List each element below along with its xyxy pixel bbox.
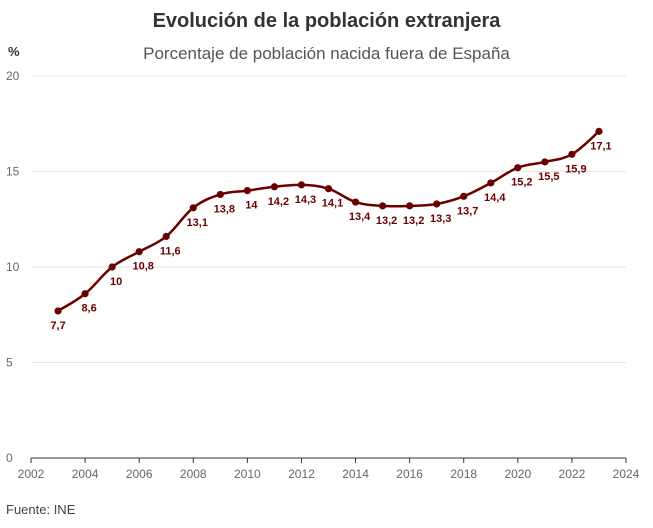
data-point — [568, 150, 576, 158]
x-tick-label: 2004 — [72, 467, 99, 481]
data-label: 13,3 — [430, 213, 451, 225]
data-point — [460, 192, 468, 200]
data-point — [351, 198, 360, 206]
data-label: 15,5 — [538, 171, 559, 183]
y-tick-label: 15 — [6, 165, 20, 179]
data-point — [406, 202, 414, 210]
x-tick-label: 2014 — [342, 467, 369, 481]
data-point — [54, 307, 62, 315]
data-point — [324, 185, 333, 193]
data-point — [243, 187, 251, 195]
y-tick-label: 0 — [6, 451, 13, 465]
y-axis-unit: % — [8, 44, 20, 59]
x-tick-label: 2002 — [18, 467, 45, 481]
data-label: 10,8 — [132, 261, 153, 273]
x-tick-label: 2006 — [126, 467, 153, 481]
y-tick-label: 5 — [6, 356, 13, 370]
data-point — [297, 181, 306, 189]
data-label: 14,3 — [295, 194, 316, 206]
x-tick-label: 2024 — [613, 467, 640, 481]
y-tick-label: 20 — [6, 69, 20, 83]
data-points — [54, 127, 603, 315]
data-point — [487, 179, 495, 187]
x-axis: 2002 2004 2006 2008 2010 2012 2014 2016 2018 2020… — [18, 457, 640, 481]
series-line — [57, 130, 600, 312]
data-point — [378, 202, 387, 210]
data-label: 13,7 — [457, 205, 478, 217]
data-label: 13,4 — [349, 211, 371, 223]
data-point — [81, 290, 89, 298]
grid-lines — [31, 75, 626, 363]
data-label: 15,2 — [511, 177, 532, 189]
data-point — [162, 232, 170, 241]
data-point — [135, 248, 143, 256]
y-tick-label: 10 — [6, 260, 20, 274]
data-label: 17,1 — [590, 140, 611, 152]
data-label: 14,2 — [268, 196, 289, 208]
x-tick-label: 2010 — [234, 467, 261, 481]
data-label: 14,1 — [322, 198, 343, 210]
data-label: 8,6 — [81, 303, 96, 315]
data-point — [270, 183, 279, 191]
chart-title: Evolución de la población extranjera — [152, 10, 501, 32]
data-label: 13,8 — [214, 203, 235, 215]
x-tick-label: 2020 — [504, 467, 531, 481]
source-note: Fuente: INE — [6, 502, 76, 517]
data-label: 13,1 — [187, 217, 208, 229]
data-point — [541, 158, 549, 166]
data-label: 13,2 — [376, 215, 397, 227]
x-tick-label: 2016 — [396, 467, 423, 481]
x-tick-label: 2012 — [288, 467, 315, 481]
y-axis-ticks: 0 5 10 15 20 — [6, 69, 20, 465]
data-point — [216, 190, 224, 199]
data-point — [433, 200, 441, 208]
data-label: 14 — [245, 200, 258, 212]
data-label: 10 — [110, 276, 122, 288]
x-tick-label: 2008 — [180, 467, 207, 481]
data-label: 15,9 — [565, 163, 586, 175]
data-point — [108, 263, 116, 271]
series-path — [57, 130, 600, 312]
data-label: 7,7 — [50, 320, 65, 332]
chart-subtitle: Porcentaje de población nacida fuera de … — [143, 44, 510, 63]
x-tick-label: 2022 — [559, 467, 586, 481]
data-label: 14,4 — [484, 192, 506, 204]
data-label: 13,2 — [403, 215, 424, 227]
data-point — [189, 204, 197, 212]
data-label: 11,6 — [160, 245, 181, 257]
data-labels: 7,7 8,6 10 10,8 11,6 13,1 13,8 14 14,2 14,3 14,1 13… — [50, 140, 611, 332]
data-point — [595, 127, 603, 135]
data-point — [514, 164, 522, 172]
x-tick-label: 2018 — [450, 467, 477, 481]
